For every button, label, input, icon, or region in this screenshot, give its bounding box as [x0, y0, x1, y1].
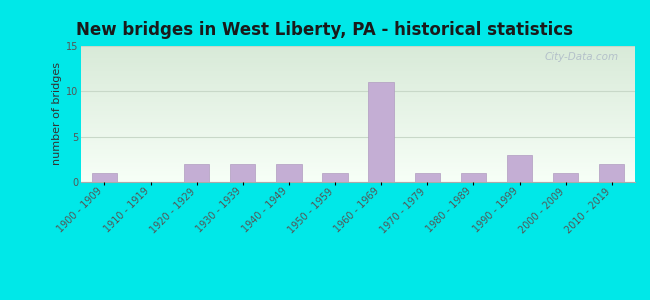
Y-axis label: number of bridges: number of bridges — [52, 62, 62, 165]
Bar — [369, 82, 394, 182]
Bar — [553, 173, 578, 182]
Bar — [461, 173, 486, 182]
Bar — [507, 155, 532, 182]
Bar — [322, 173, 348, 182]
Bar — [184, 164, 209, 182]
Bar — [415, 173, 440, 182]
Bar — [276, 164, 302, 182]
Text: City-Data.com: City-Data.com — [544, 52, 618, 62]
Text: New bridges in West Liberty, PA - historical statistics: New bridges in West Liberty, PA - histor… — [77, 21, 573, 39]
Bar — [92, 173, 117, 182]
Bar — [599, 164, 625, 182]
Bar — [230, 164, 255, 182]
